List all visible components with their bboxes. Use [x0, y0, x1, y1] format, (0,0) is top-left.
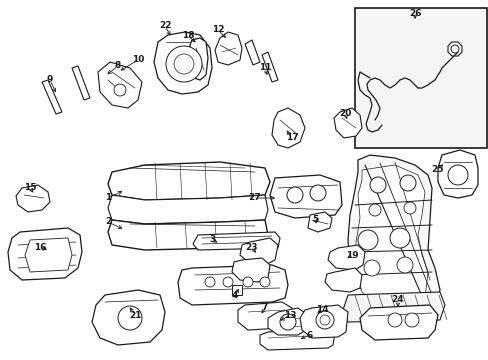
Circle shape [280, 314, 295, 330]
Polygon shape [193, 232, 280, 250]
Polygon shape [231, 258, 269, 282]
Text: 11: 11 [258, 63, 271, 72]
Text: 20: 20 [338, 108, 350, 117]
Text: 10: 10 [132, 55, 144, 64]
Polygon shape [178, 265, 287, 305]
Text: 19: 19 [345, 251, 358, 260]
Polygon shape [244, 40, 260, 65]
Polygon shape [108, 195, 267, 224]
Polygon shape [299, 305, 347, 338]
Circle shape [260, 277, 269, 287]
Text: 2: 2 [104, 217, 111, 226]
Text: 3: 3 [209, 235, 216, 244]
Circle shape [315, 311, 333, 329]
Polygon shape [8, 228, 82, 280]
Circle shape [223, 277, 232, 287]
Circle shape [399, 175, 415, 191]
Polygon shape [271, 108, 305, 148]
Text: 1: 1 [104, 194, 111, 202]
Polygon shape [359, 305, 437, 340]
Polygon shape [42, 80, 62, 114]
Text: 24: 24 [391, 296, 404, 305]
Text: 27: 27 [248, 194, 261, 202]
Polygon shape [327, 245, 364, 270]
Text: 5: 5 [311, 216, 318, 225]
Text: 26: 26 [408, 9, 420, 18]
Text: 6: 6 [306, 330, 312, 339]
Text: 23: 23 [245, 243, 258, 252]
Text: 14: 14 [315, 306, 327, 315]
Polygon shape [307, 212, 331, 232]
Text: 21: 21 [128, 310, 141, 320]
Text: 25: 25 [431, 166, 443, 175]
Text: 7: 7 [261, 303, 267, 312]
Text: 16: 16 [34, 243, 46, 252]
Circle shape [204, 277, 215, 287]
Circle shape [309, 185, 325, 201]
Polygon shape [108, 220, 267, 250]
Polygon shape [269, 175, 341, 218]
Polygon shape [231, 285, 242, 295]
Polygon shape [72, 66, 90, 100]
Polygon shape [25, 238, 72, 272]
Text: 13: 13 [283, 310, 296, 320]
Polygon shape [347, 155, 439, 322]
Circle shape [447, 165, 467, 185]
Polygon shape [98, 62, 142, 108]
Text: 8: 8 [115, 62, 121, 71]
Polygon shape [437, 150, 477, 198]
Polygon shape [238, 302, 291, 330]
Circle shape [389, 228, 409, 248]
Polygon shape [108, 162, 269, 200]
Bar [354, 8, 486, 148]
Circle shape [174, 54, 194, 74]
Text: 4: 4 [231, 292, 238, 301]
Circle shape [357, 230, 377, 250]
Text: 17: 17 [285, 134, 298, 143]
Polygon shape [240, 238, 278, 265]
Text: 22: 22 [159, 22, 171, 31]
Polygon shape [190, 38, 207, 80]
Circle shape [369, 177, 385, 193]
Polygon shape [447, 42, 461, 56]
Circle shape [286, 187, 303, 203]
Polygon shape [92, 290, 164, 345]
Text: 12: 12 [211, 26, 224, 35]
Polygon shape [16, 185, 50, 212]
Text: 18: 18 [182, 31, 194, 40]
Polygon shape [325, 268, 361, 292]
Circle shape [403, 202, 415, 214]
Polygon shape [354, 165, 427, 315]
Circle shape [363, 260, 379, 276]
Circle shape [450, 45, 458, 53]
Circle shape [165, 46, 202, 82]
Polygon shape [154, 32, 212, 94]
Polygon shape [262, 52, 278, 82]
Polygon shape [267, 308, 307, 335]
Polygon shape [215, 32, 242, 65]
Circle shape [396, 257, 412, 273]
Circle shape [404, 313, 418, 327]
Text: 15: 15 [24, 184, 36, 193]
Circle shape [118, 306, 142, 330]
Polygon shape [333, 108, 361, 138]
Polygon shape [260, 328, 334, 350]
Circle shape [387, 313, 401, 327]
Circle shape [114, 84, 126, 96]
Circle shape [368, 204, 380, 216]
Circle shape [243, 277, 252, 287]
Polygon shape [342, 292, 444, 322]
Circle shape [319, 315, 329, 325]
Text: 9: 9 [47, 76, 53, 85]
